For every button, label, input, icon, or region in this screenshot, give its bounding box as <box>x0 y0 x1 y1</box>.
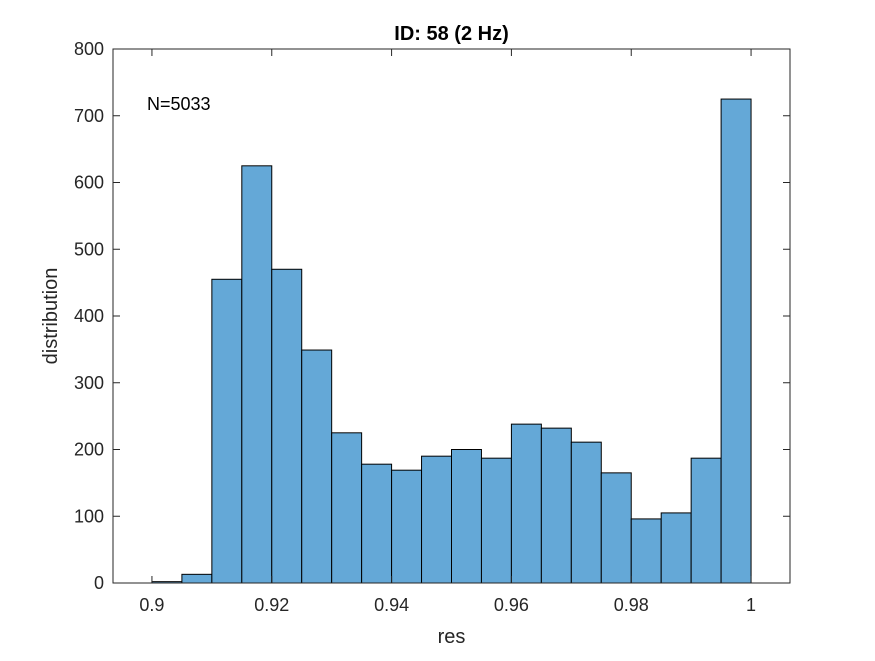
x-tick-label: 0.96 <box>494 595 529 615</box>
histogram-bar <box>301 349 333 584</box>
y-tick-label: 300 <box>74 373 104 393</box>
histogram-bar <box>630 518 662 584</box>
histogram-bar <box>600 472 632 584</box>
histogram-bar <box>271 268 303 584</box>
histogram-bar <box>181 573 213 584</box>
histogram-bar <box>480 457 512 584</box>
y-tick-label: 600 <box>74 173 104 193</box>
y-axis-label: distribution <box>40 268 62 365</box>
histogram-bar <box>660 512 692 584</box>
y-tick-label: 100 <box>74 506 104 526</box>
labels-layer: 0.9 0.92 0.94 0.96 0.98 1 0 100 200 300 400 500 600 7… <box>74 39 756 615</box>
chart-title: ID: 58 (2 Hz) <box>394 23 508 45</box>
histogram-bar <box>211 278 243 584</box>
histogram-bar <box>421 455 453 584</box>
x-tick-label: 0.94 <box>374 595 409 615</box>
histogram-bar <box>690 457 722 584</box>
histogram-bar <box>540 427 572 584</box>
x-tick-label: 0.98 <box>614 595 649 615</box>
x-axis-label: res <box>438 626 466 648</box>
histogram-bar <box>720 98 752 584</box>
histogram-bar <box>331 432 363 584</box>
histogram-bar <box>451 449 482 584</box>
x-tick-label: 0.9 <box>139 595 164 615</box>
x-tick-label: 1 <box>746 595 756 615</box>
bars-layer <box>151 98 752 584</box>
y-tick-label: 800 <box>74 39 104 59</box>
histogram-bar <box>510 423 542 584</box>
y-tick-label: 400 <box>74 306 104 326</box>
histogram-bar <box>361 463 393 584</box>
y-tick-label: 0 <box>94 573 104 593</box>
sample-count-annotation: N=5033 <box>147 94 211 114</box>
histogram-bar <box>570 441 602 584</box>
histogram-bar <box>241 165 273 584</box>
y-tick-label: 700 <box>74 106 104 126</box>
histogram-bar <box>391 469 423 584</box>
y-tick-label: 200 <box>74 440 104 460</box>
ticks-layer <box>113 48 790 584</box>
y-tick-label: 500 <box>74 239 104 259</box>
x-tick-label: 0.92 <box>254 595 289 615</box>
